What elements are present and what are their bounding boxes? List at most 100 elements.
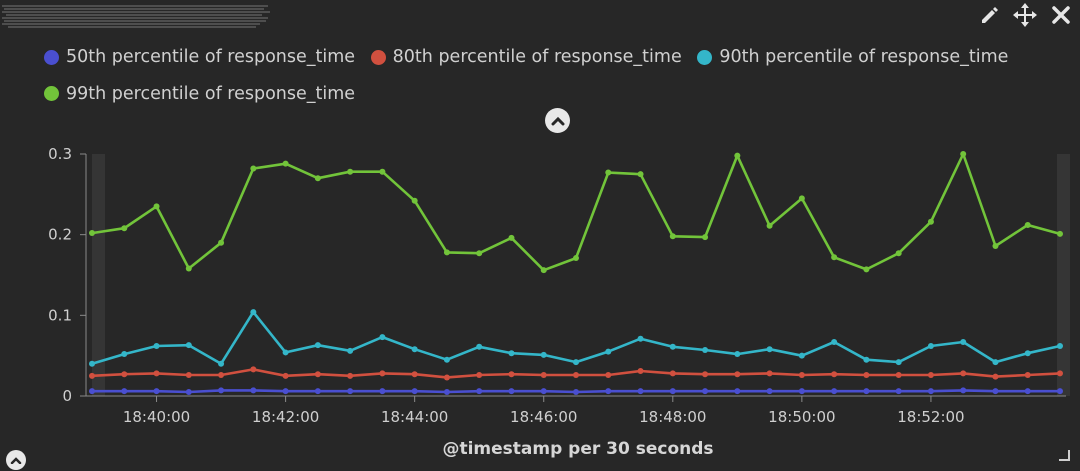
data-point <box>637 335 644 342</box>
data-point <box>766 346 773 353</box>
data-point <box>347 388 354 395</box>
legend-label-p50: 50th percentile of response_time <box>66 47 356 67</box>
data-point <box>89 360 95 367</box>
data-point <box>734 152 741 159</box>
data-point <box>282 388 289 395</box>
data-point <box>282 349 289 356</box>
data-point <box>508 350 515 357</box>
chevron-up-icon <box>10 457 22 464</box>
data-point <box>379 370 386 377</box>
x-tick-label: 18:42:00 <box>252 408 319 426</box>
data-point <box>314 175 321 182</box>
data-point <box>734 371 741 378</box>
data-point <box>250 309 257 316</box>
data-point <box>573 359 579 366</box>
data-point <box>895 250 902 257</box>
data-point <box>702 347 709 354</box>
data-point <box>992 359 999 366</box>
data-point <box>443 374 450 381</box>
data-point <box>734 388 741 395</box>
resize-handle[interactable] <box>1059 450 1070 461</box>
x-tick-label: 18:50:00 <box>768 408 835 426</box>
data-point <box>411 388 418 395</box>
data-point <box>153 388 160 395</box>
data-point <box>379 168 386 175</box>
data-point <box>347 372 354 379</box>
data-point <box>314 371 321 378</box>
legend-item-p80[interactable]: 80th percentile of response_time <box>370 40 682 74</box>
data-point <box>540 388 547 395</box>
data-point <box>218 239 225 246</box>
data-point <box>605 169 612 176</box>
close-icon[interactable] <box>1048 2 1074 28</box>
data-point <box>960 151 967 157</box>
data-point <box>992 373 999 380</box>
pencil-icon[interactable] <box>976 2 1002 28</box>
data-point <box>218 360 225 367</box>
data-point <box>121 225 128 232</box>
data-point <box>121 388 128 395</box>
data-point <box>347 168 354 175</box>
data-point <box>702 388 709 395</box>
line-chart: 0 0.1 0.2 0.3 18:40:00 18:42:00 18:44:00 18:46:… <box>48 145 1070 459</box>
data-point <box>669 233 676 240</box>
data-point <box>1057 230 1063 237</box>
data-point <box>411 371 418 378</box>
data-point <box>573 388 579 395</box>
data-point <box>508 388 515 395</box>
data-point <box>250 366 257 373</box>
data-point <box>960 387 967 394</box>
x-tick-label: 18:46:00 <box>510 408 577 426</box>
data-point <box>863 266 870 273</box>
legend-item-p99[interactable]: 99th percentile of response_time <box>44 77 355 111</box>
data-point <box>411 346 418 353</box>
chevron-up-icon <box>551 116 564 125</box>
data-point <box>540 267 547 274</box>
data-point <box>153 342 160 349</box>
data-point <box>605 388 612 395</box>
data-point <box>1057 370 1063 377</box>
data-point <box>476 250 483 257</box>
data-point <box>347 347 354 354</box>
collapse-legend-button[interactable] <box>545 108 570 133</box>
data-point <box>153 370 160 377</box>
data-point <box>89 388 95 395</box>
expand-details-button[interactable] <box>6 450 26 470</box>
data-point <box>702 371 709 378</box>
legend-dot-p80 <box>370 49 386 65</box>
data-point <box>766 370 773 377</box>
data-point <box>508 234 515 241</box>
data-point <box>637 388 644 395</box>
data-point <box>153 203 160 210</box>
obscured-title <box>2 5 270 28</box>
data-point <box>669 343 676 350</box>
data-point <box>669 370 676 377</box>
data-point <box>863 356 870 363</box>
data-point <box>250 165 257 172</box>
data-point <box>379 334 386 341</box>
data-point <box>443 249 450 256</box>
data-point <box>605 348 612 355</box>
legend-item-p50[interactable]: 50th percentile of response_time <box>44 40 355 74</box>
data-point <box>605 372 612 379</box>
data-point <box>831 371 838 378</box>
data-point <box>831 388 838 395</box>
data-point <box>960 370 967 377</box>
legend-dot-p50 <box>44 49 59 65</box>
data-point <box>798 372 805 379</box>
chart-legend: 50th percentile of response_time 80th pe… <box>44 40 1064 113</box>
data-point <box>702 234 709 241</box>
move-arrows-icon[interactable] <box>1012 2 1038 28</box>
data-point <box>218 372 225 379</box>
data-point <box>669 388 676 395</box>
data-point <box>121 371 128 378</box>
data-point <box>1024 372 1031 379</box>
data-point <box>185 372 192 379</box>
brush-left-bar <box>92 154 105 396</box>
y-tick-label: 0.2 <box>48 226 72 244</box>
data-point <box>895 359 902 366</box>
data-point <box>637 171 644 178</box>
x-axis-title: @timestamp per 30 seconds <box>442 439 713 459</box>
data-point <box>927 372 934 379</box>
legend-item-p90[interactable]: 90th percentile of response_time <box>697 40 1008 74</box>
